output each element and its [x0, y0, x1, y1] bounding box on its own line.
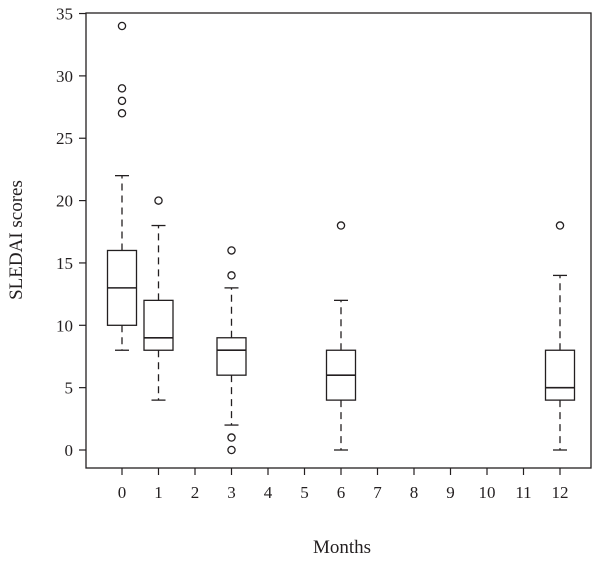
x-tick-label-12: 12	[552, 483, 569, 502]
outlier-point	[336, 221, 346, 230]
iqr-box	[143, 299, 174, 351]
box-month-1	[143, 196, 174, 401]
outlier-point	[117, 96, 127, 106]
box-series	[106, 21, 576, 455]
outlier-point	[117, 84, 127, 93]
x-tick-label-5: 5	[300, 483, 309, 502]
y-tick-label-10: 10	[56, 316, 73, 335]
x-tick-label-6: 6	[337, 483, 346, 502]
iqr-box	[544, 349, 576, 401]
box-month-12	[544, 221, 576, 451]
box-month-0	[106, 21, 138, 351]
box-month-6	[325, 221, 357, 451]
outlier-point	[227, 271, 236, 280]
x-axis-title: Months	[313, 537, 371, 558]
outlier-point	[117, 21, 127, 31]
x-tick-label-11: 11	[515, 483, 531, 502]
y-axis-title: SLEDAI scores	[6, 180, 27, 300]
outlier-point	[227, 445, 236, 455]
plot-frame	[85, 12, 592, 469]
outlier-point	[154, 196, 163, 205]
x-tick-label-0: 0	[118, 483, 127, 502]
y-axis: 0 5 10 15 20 25 30 35	[56, 5, 86, 460]
x-tick-label-10: 10	[479, 483, 496, 502]
outlier-point	[555, 221, 565, 230]
y-tick-label-15: 15	[56, 254, 73, 273]
outlier-point	[117, 109, 127, 118]
y-tick-label-0: 0	[65, 441, 74, 460]
y-tick-label-25: 25	[56, 129, 73, 148]
x-tick-label-4: 4	[264, 483, 273, 502]
outlier-point	[227, 246, 236, 255]
iqr-box	[216, 337, 247, 376]
x-tick-label-1: 1	[154, 483, 163, 502]
x-tick-label-8: 8	[410, 483, 419, 502]
x-tick-label-7: 7	[373, 483, 382, 502]
x-tick-label-2: 2	[191, 483, 200, 502]
x-axis: 0 1 2 3 4 5 6 7 8 9 10 11 12	[118, 468, 569, 502]
y-tick-label-35: 35	[56, 5, 73, 24]
x-tick-label-9: 9	[446, 483, 455, 502]
y-tick-label-20: 20	[56, 192, 73, 211]
outlier-point	[227, 433, 236, 442]
box-month-3	[216, 246, 247, 455]
x-tick-label-3: 3	[227, 483, 236, 502]
y-tick-label-5: 5	[65, 379, 74, 398]
y-tick-label-30: 30	[56, 67, 73, 86]
